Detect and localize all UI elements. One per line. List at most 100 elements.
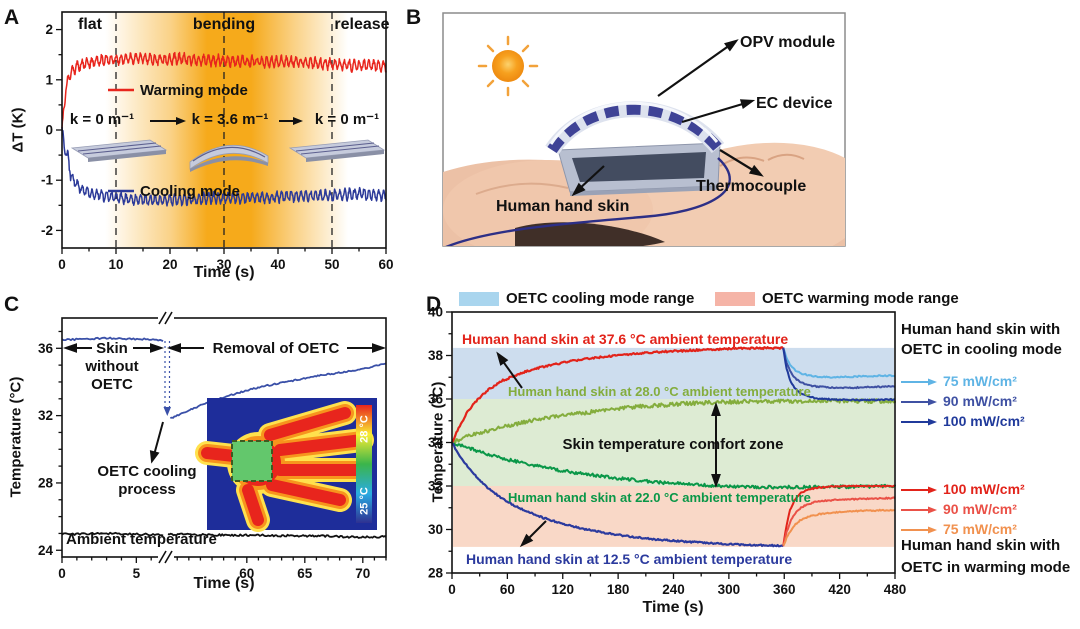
- y-tick-label: 1: [45, 72, 53, 87]
- note-37.6C-label: Human hand skin at 37.6 °C ambient tempe…: [462, 331, 789, 347]
- panel-c-x-axis-label: Time (s): [193, 575, 255, 592]
- panel-b-letter: B: [406, 6, 422, 29]
- panel-c: 28 °C 25 °C 0 5 60 65 70 24 28 32 36: [0, 285, 420, 629]
- cooling-header-line2: OETC in cooling mode: [901, 341, 1062, 358]
- warming-mode-label: Warming mode: [140, 82, 248, 99]
- series-skin-without-oetc: [61, 336, 164, 342]
- y-tick-label: 32: [38, 408, 53, 423]
- panel-d-x-axis-label: Time (s): [642, 599, 704, 616]
- x-tick-label: 30: [216, 257, 231, 272]
- human-hand-skin-label: Human hand skin: [496, 198, 630, 215]
- bending-sequence-illustration: [70, 88, 386, 193]
- panel-b: OPV module EC device Thermocouple Human …: [420, 0, 1080, 285]
- panel-d: 0 60 120 180 240 300 360 420 480 28 30 32 34 36 38 40: [420, 285, 1080, 629]
- y-tick-label: 28: [38, 475, 54, 490]
- cooling-90mW-label: 90 mW/cm²: [943, 393, 1017, 409]
- series-skin-after-removal: [170, 362, 387, 419]
- device-bent-photo: [189, 145, 269, 172]
- y-tick-label: 36: [428, 392, 444, 407]
- x-tick-label: 0: [58, 566, 66, 581]
- y-tick-label: 2: [45, 22, 53, 37]
- x-tick-label: 300: [718, 582, 741, 597]
- sun-icon: [477, 35, 539, 97]
- panel-a-letter: A: [4, 6, 20, 29]
- x-tick-label: 360: [773, 582, 796, 597]
- band-skin-temperature-comfort-zone: [453, 399, 894, 486]
- panel-a-x-axis-label: Time (s): [193, 264, 255, 281]
- note-28.0C-label: Human hand skin at 28.0 °C ambient tempe…: [508, 384, 811, 399]
- series-cooling-90mW: [782, 347, 896, 390]
- cooling-75mW-label: 75 mW/cm²: [943, 373, 1017, 389]
- x-tick-label: 40: [270, 257, 285, 272]
- x-tick-label: 65: [297, 566, 313, 581]
- warming-100mW-label: 100 mW/cm²: [943, 481, 1025, 497]
- series-skin-28.0C-ambient: [451, 397, 896, 444]
- curvature-label-2: k = 3.6 m⁻¹: [191, 111, 269, 128]
- panel-d-letter: D: [426, 293, 442, 316]
- series-ambient-temperature-2: [167, 532, 387, 539]
- series-warming-100mW: [782, 484, 896, 546]
- opv-module-label: OPV module: [740, 34, 836, 51]
- warming-90mW-label: 90 mW/cm²: [943, 501, 1017, 517]
- phase-release-label: release: [334, 16, 390, 33]
- x-tick-label: 70: [355, 566, 370, 581]
- oetc-apply-marker: [163, 341, 171, 416]
- note-22.0C-label: Human hand skin at 22.0 °C ambient tempe…: [508, 490, 811, 505]
- removal-of-oetc-label: Removal of OETC: [212, 340, 340, 357]
- y-tick-label: 0: [45, 123, 53, 138]
- series-skin-37.6C-ambient: [451, 346, 785, 444]
- thermal-image-inset: 28 °C 25 °C: [207, 398, 377, 530]
- annotation-arrows: [62, 343, 387, 464]
- warming-header-line1: Human hand skin with: [901, 537, 1061, 554]
- warming-range-legend-label: OETC warming mode range: [762, 290, 959, 307]
- x-tick-label: 0: [58, 257, 66, 272]
- series-cooling-mode: [61, 127, 387, 207]
- x-tick-label: 60: [239, 566, 254, 581]
- ec-device-label: EC device: [756, 95, 833, 112]
- cooling-range-legend-label: OETC cooling mode range: [506, 290, 695, 307]
- warming-header-line2: OETC in warming mode: [901, 559, 1071, 576]
- warming-75mW-label: 75 mW/cm²: [943, 521, 1017, 537]
- ambient-temperature-label: Ambient temperature: [66, 531, 217, 548]
- skin-without-oetc-line2: without: [85, 358, 139, 375]
- panel-d-chart: 0 60 120 180 240 300 360 420 480 28 30 32 34 36 38 40: [428, 305, 937, 597]
- y-tick-label: 34: [428, 435, 444, 450]
- cooling-range-legend-swatch: [459, 292, 499, 306]
- device-flat-photo-2: [288, 139, 386, 162]
- panel-c-y-axis-label: Temperature (°C): [7, 376, 25, 498]
- y-tick-label: 24: [38, 543, 54, 558]
- oetc-cooling-process-line1: OETC cooling: [97, 463, 197, 480]
- x-tick-label: 0: [448, 582, 456, 597]
- skin-without-oetc-line1: Skin: [96, 340, 128, 357]
- y-tick-label: 30: [428, 522, 443, 537]
- bending-gradient: [105, 13, 349, 247]
- oetc-cooled-area-marker: [231, 440, 273, 482]
- series-skin-12.5C-ambient: [451, 442, 785, 548]
- x-tick-label: 420: [828, 582, 851, 597]
- panel-d-y-axis-label: Temperature (°C): [429, 381, 447, 503]
- axis-break: [158, 311, 174, 564]
- series-cooling-100mW: [782, 348, 896, 402]
- panel-c-letter: C: [4, 293, 20, 316]
- panel-a-chart: 0 10 20 30 40 50 60 -2 -1 0 1 2: [41, 11, 394, 272]
- curvature-label-3: k = 0 m⁻¹: [314, 111, 380, 128]
- band-oetc-cooling-mode-range: [453, 347, 894, 399]
- x-tick-label: 10: [108, 257, 123, 272]
- y-tick-label: 38: [428, 348, 444, 363]
- device-flat-photo: [70, 139, 168, 162]
- phase-flat-label: flat: [78, 16, 102, 33]
- cooling-header-line1: Human hand skin with: [901, 321, 1061, 338]
- panel-a-y-axis-label: ΔT (K): [9, 107, 27, 153]
- panel-c-chart: 28 °C 25 °C 0 5 60 65 70 24 28 32 36: [38, 311, 387, 581]
- y-tick-label: 28: [428, 566, 444, 581]
- skin-without-oetc-line3: OETC: [91, 376, 133, 393]
- note-12.5C-label: Human hand skin at 12.5 °C ambient tempe…: [466, 551, 793, 567]
- cooling-mode-label: Cooling mode: [140, 183, 240, 200]
- x-tick-label: 5: [133, 566, 141, 581]
- comfort-zone-label: Skin temperature comfort zone: [562, 436, 784, 453]
- warming-range-legend-swatch: [715, 292, 755, 306]
- series-warming-mode: [61, 51, 387, 129]
- series-warming-75mW: [782, 508, 896, 546]
- x-tick-label: 480: [884, 582, 907, 597]
- x-tick-label: 60: [378, 257, 393, 272]
